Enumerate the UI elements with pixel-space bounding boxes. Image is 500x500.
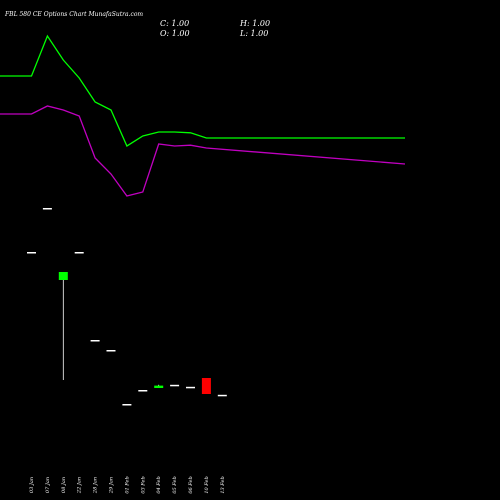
candle-body bbox=[138, 390, 148, 392]
x-tick-label: 05 Feb bbox=[172, 476, 178, 493]
x-tick-label: 03 Feb bbox=[140, 476, 146, 493]
ma-fast-line bbox=[0, 34, 405, 147]
candle-body bbox=[106, 350, 116, 352]
x-tick-label: 06 Feb bbox=[188, 476, 194, 493]
x-tick-label: 07 Jan bbox=[45, 477, 51, 493]
candle-body bbox=[201, 378, 211, 394]
candle-body bbox=[122, 404, 132, 406]
open-readout: O: 1.00 bbox=[160, 29, 190, 38]
x-tick-label: 13 Feb bbox=[220, 476, 226, 493]
candle-body bbox=[58, 272, 68, 280]
candle-body bbox=[42, 208, 52, 210]
x-tick-label: 08 Jan bbox=[61, 477, 67, 493]
close-readout: C: 1.00 bbox=[160, 19, 190, 28]
candle-body bbox=[154, 385, 164, 388]
candle-body bbox=[74, 252, 84, 254]
x-tick-label: 03 Jan bbox=[29, 477, 35, 493]
candle-body bbox=[27, 252, 36, 254]
candle-body bbox=[217, 394, 227, 397]
x-tick-label: 29 Jan bbox=[109, 477, 115, 494]
x-tick-label: 04 Feb bbox=[156, 476, 162, 493]
high-readout: H: 1.00 bbox=[240, 19, 271, 28]
ma-slow-line bbox=[0, 105, 406, 197]
candle-body bbox=[186, 386, 195, 389]
chart-title: FBL 580 CE Options Chart MunafaSutra.com bbox=[5, 11, 144, 18]
x-tick-label: 28 Jan bbox=[93, 477, 99, 494]
low-readout: L: 1.00 bbox=[240, 29, 269, 38]
x-tick-label: 01 Feb bbox=[124, 476, 130, 493]
x-tick-label: 10 Feb bbox=[204, 476, 210, 493]
candle-body bbox=[170, 384, 180, 387]
x-tick-label: 22 Jan bbox=[77, 477, 83, 494]
candle-body bbox=[90, 340, 100, 342]
